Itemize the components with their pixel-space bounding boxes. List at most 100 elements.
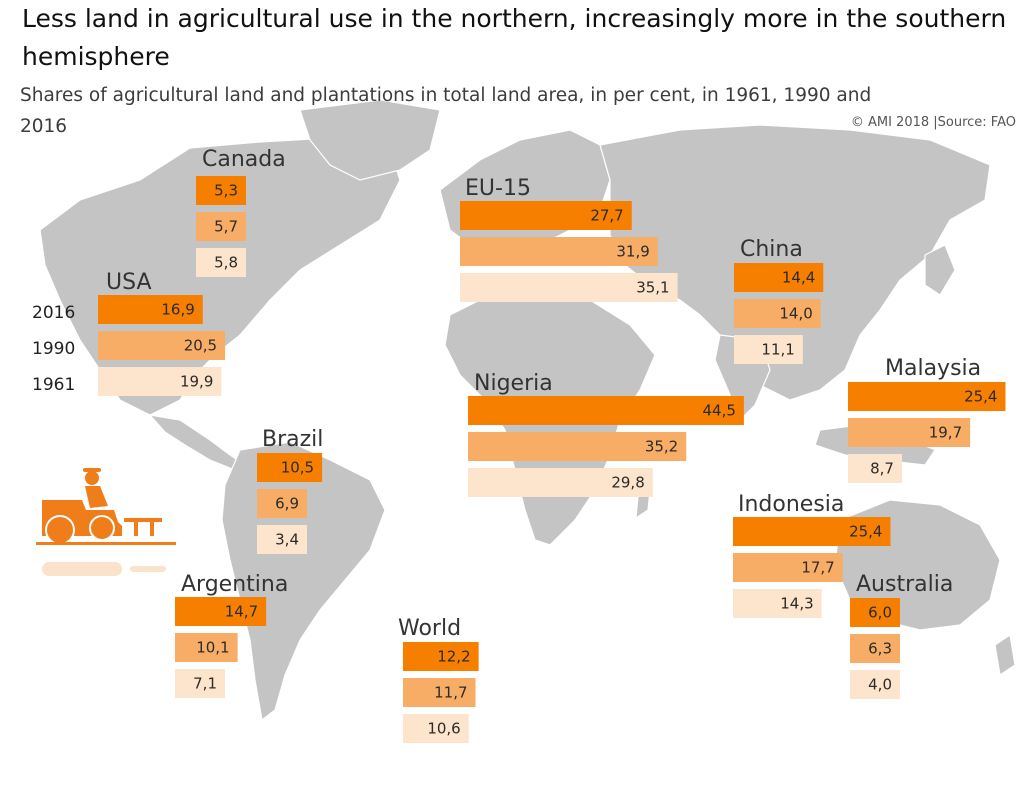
new-zealand-shape — [994, 633, 1016, 677]
bar-2016 — [196, 176, 246, 205]
bar-value-label: 16,9 — [161, 301, 194, 319]
tractor-icon — [36, 468, 176, 576]
bar-1961 — [98, 367, 222, 396]
region-label: China — [740, 237, 803, 262]
bar-1990 — [196, 212, 246, 241]
bar-1961 — [734, 335, 803, 364]
japan-shape — [924, 244, 956, 296]
bar-1990 — [403, 678, 476, 707]
bar-1990 — [257, 489, 307, 518]
region-label: Indonesia — [738, 492, 844, 517]
bar-value-label: 5,7 — [214, 218, 238, 236]
bar-value-label: 6,9 — [275, 495, 299, 513]
bar-1990 — [734, 299, 821, 328]
region-label: Malaysia — [885, 356, 981, 381]
bar-1990 — [460, 237, 658, 266]
bar-value-label: 19,7 — [929, 424, 962, 442]
region-label: Argentina — [181, 572, 288, 597]
bar-1961 — [257, 525, 307, 554]
region-eu-15: EU-15 27,7 31,9 35,1 — [460, 176, 678, 302]
bar-value-label: 35,1 — [636, 279, 669, 297]
year-legend: 2016 1990 1961 — [32, 303, 75, 395]
bar-value-label: 10,1 — [196, 639, 229, 657]
bar-1961 — [468, 468, 653, 497]
bar-1990 — [468, 432, 687, 461]
year-label-2016: 2016 — [32, 303, 75, 323]
bar-value-label: 25,4 — [964, 388, 997, 406]
bar-1990 — [98, 331, 226, 360]
bar-value-label: 8,7 — [870, 460, 894, 478]
region-label: EU-15 — [465, 176, 531, 201]
bar-2016 — [850, 598, 900, 627]
bar-2016 — [460, 201, 632, 230]
bar-1990 — [850, 634, 900, 663]
region-china: China 14,4 14,0 11,1 — [734, 237, 824, 364]
bar-1961 — [848, 454, 902, 483]
bar-value-label: 6,3 — [868, 640, 892, 658]
bar-1961 — [733, 589, 822, 618]
bar-value-label: 27,7 — [590, 207, 623, 225]
region-usa: USA 16,9 20,5 19,9 — [98, 270, 226, 396]
bar-1961 — [403, 714, 469, 743]
source-note: © AMI 2018 |Source: FAO — [850, 115, 1016, 130]
region-label: World — [398, 616, 461, 641]
region-indonesia: Indonesia 25,4 17,7 14,3 — [733, 492, 891, 618]
bar-1990 — [848, 418, 971, 447]
bar-value-label: 4,0 — [868, 676, 892, 694]
bar-value-label: 20,5 — [184, 337, 217, 355]
region-nigeria: Nigeria 44,5 35,229,8 — [468, 371, 744, 497]
region-canada: Canada 5,3 5,7 5,8 — [196, 147, 286, 277]
region-label: Brazil — [262, 427, 323, 452]
bar-1961 — [175, 669, 225, 698]
region-world: World 12,2 11,7 10,6 — [398, 616, 479, 743]
bar-value-label: 12,2 — [437, 648, 470, 666]
bar-value-label: 7,1 — [193, 675, 217, 693]
bar-value-label: 6,0 — [868, 604, 892, 622]
bar-value-label: 14,7 — [225, 603, 258, 621]
bar-value-label: 10,6 — [427, 720, 460, 738]
bar-value-label: 11,1 — [761, 341, 794, 359]
chart-title: Less land in agricultural use in the nor… — [22, 4, 1007, 71]
greenland-shape — [299, 99, 441, 181]
bar-2016 — [734, 263, 824, 292]
bar-value-label: 11,7 — [434, 684, 467, 702]
bar-1961 — [460, 273, 678, 302]
year-label-1990: 1990 — [32, 339, 75, 359]
bar-value-label: 44,5 — [702, 402, 735, 420]
bar-2016 — [733, 517, 891, 546]
bar-1961 — [850, 670, 900, 699]
bar-value-label: 35,2 — [645, 438, 678, 456]
bar-2016 — [848, 382, 1006, 411]
bar-value-label: 5,8 — [214, 254, 238, 272]
bar-value-label: 5,3 — [214, 182, 238, 200]
bar-value-label: 3,4 — [275, 531, 299, 549]
bar-value-label: 25,4 — [849, 523, 882, 541]
bar-2016 — [175, 597, 267, 626]
chart-subtitle: Shares of agricultural land and plantati… — [20, 85, 872, 137]
bar-value-label: 10,5 — [281, 459, 314, 477]
region-brazil: Brazil 10,5 6,9 3,4 — [257, 427, 323, 554]
bar-1990 — [733, 553, 843, 582]
bar-value-label: 14,4 — [782, 269, 815, 287]
bar-value-label: 14,0 — [779, 305, 812, 323]
bar-value-label: 31,9 — [616, 243, 649, 261]
region-label: Canada — [202, 147, 286, 172]
region-label: USA — [106, 270, 152, 295]
region-bars: Canada 5,3 5,7 5,8 USA 16,9 20,5 19,9 EU-15 27,7 3… — [98, 147, 1006, 743]
region-label: Australia — [856, 572, 953, 597]
bar-value-label: 29,8 — [611, 474, 644, 492]
region-label: Nigeria — [474, 371, 553, 396]
bar-1990 — [175, 633, 238, 662]
bar-value-label: 14,3 — [780, 595, 813, 613]
bar-value-label: 17,7 — [801, 559, 834, 577]
bar-2016 — [257, 453, 323, 482]
year-label-1961: 1961 — [32, 375, 75, 395]
region-malaysia: Malaysia 25,419,7 8,7 — [848, 356, 1006, 483]
region-argentina: Argentina 14,7 10,1 7,1 — [175, 572, 288, 698]
bar-2016 — [468, 396, 744, 425]
bar-value-label: 19,9 — [180, 373, 213, 391]
bar-2016 — [98, 295, 203, 324]
region-australia: Australia 6,0 6,3 4,0 — [850, 572, 953, 699]
bar-2016 — [403, 642, 479, 671]
